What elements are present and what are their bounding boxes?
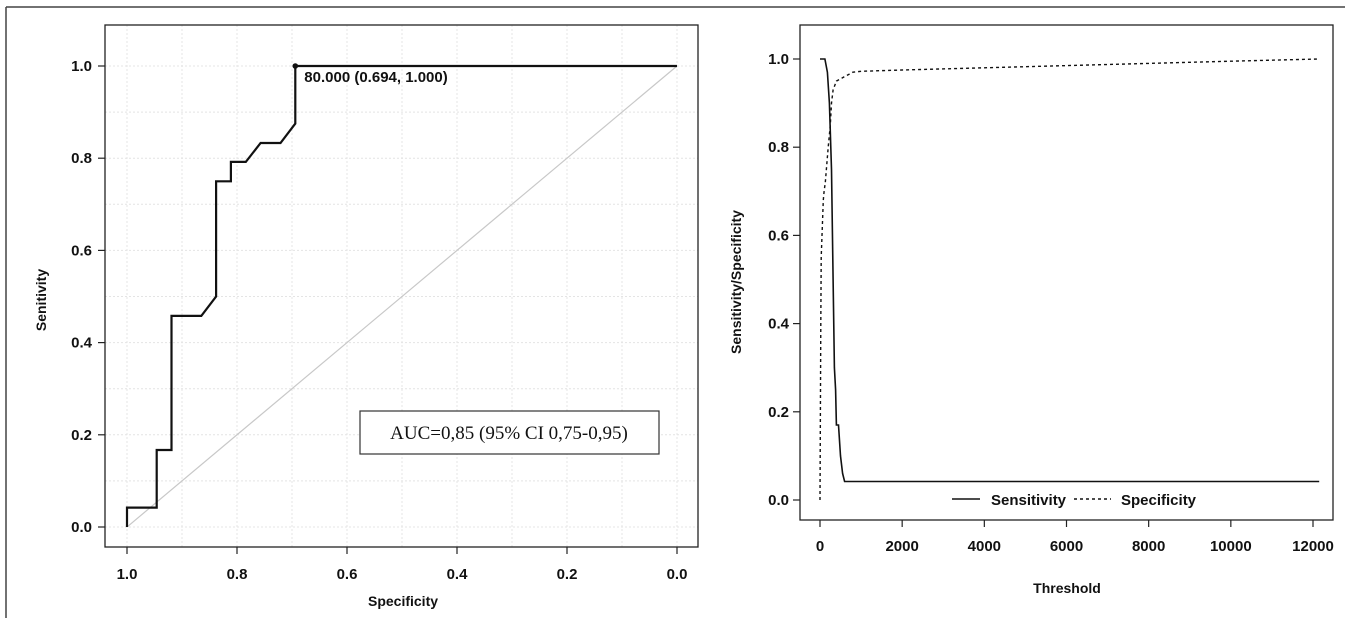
roc-y-tick-label: 0.8: [71, 150, 92, 167]
threshold-legend: Sensitivity Specificity: [952, 492, 1197, 509]
roc-grid: [105, 25, 698, 547]
threshold-x-tick-label: 8000: [1132, 538, 1165, 555]
threshold-y-tick-label: 1.0: [768, 51, 789, 68]
threshold-y-axis-label: Sensitivity/Specificity: [728, 210, 744, 354]
threshold-plot-frame: [799, 24, 1334, 521]
threshold-y-tick-label: 0.2: [768, 404, 789, 421]
roc-y-tick-label: 0.6: [71, 242, 92, 259]
threshold-y-tick-label: 0.0: [768, 492, 789, 509]
roc-curve: [125, 64, 677, 527]
specificity-series-line: [819, 58, 1320, 501]
threshold-y-tick-label: 0.8: [768, 139, 789, 156]
threshold-x-tick-label: 6000: [1050, 538, 1083, 555]
roc-y-tick-label: 1.0: [71, 58, 92, 75]
roc-x-tick-label: 0.8: [227, 566, 248, 583]
roc-x-axis-label: Specificity: [368, 593, 438, 609]
roc-x-tick-label: 0.6: [337, 566, 358, 583]
threshold-x-axis-label: Threshold: [1033, 580, 1101, 596]
threshold-y-tick-label: 0.4: [768, 316, 790, 333]
roc-y-axis-label: Senitivity: [33, 269, 49, 331]
roc-x-tick-label: 1.0: [117, 566, 138, 583]
threshold-x-tick-label: 0: [816, 538, 824, 555]
roc-axes: 1.0 0.8 0.6 0.4 0.2 0.0 0.0 0.2 0.4 0.6 0.8 1.0: [71, 58, 687, 583]
roc-x-tick-label: 0.4: [447, 566, 469, 583]
auc-box: [359, 410, 660, 455]
threshold-x-tick-label: 4000: [968, 538, 1001, 555]
roc-x-tick-label: 0.2: [557, 566, 578, 583]
roc-y-tick-label: 0.0: [71, 519, 92, 536]
threshold-chart: 0 2000 4000 6000 8000 10000 12000 0.0 0.2 0.4 0.6 0…: [728, 24, 1334, 596]
roc-reference-line: [126, 65, 678, 528]
roc-y-tick-label: 0.2: [71, 427, 92, 444]
threshold-y-tick-label: 0.6: [768, 227, 789, 244]
roc-best-point-label: 80.000 (0.694, 1.000): [304, 69, 447, 86]
legend-sensitivity-label: Sensitivity: [991, 492, 1067, 509]
threshold-x-tick-label: 12000: [1292, 538, 1334, 555]
threshold-x-tick-label: 10000: [1210, 538, 1252, 555]
roc-best-point: [292, 63, 299, 69]
legend-specificity-label: Specificity: [1121, 492, 1197, 509]
threshold-axes: 0 2000 4000 6000 8000 10000 12000 0.0 0.2 0.4 0.6 0…: [768, 51, 1334, 555]
roc-x-tick-label: 0.0: [667, 566, 688, 583]
roc-y-tick-label: 0.4: [71, 335, 93, 352]
sensitivity-series-line: [820, 58, 1320, 483]
threshold-x-tick-label: 2000: [885, 538, 918, 555]
auc-annotation: AUC=0,85 (95% CI 0,75-0,95): [390, 423, 628, 444]
roc-plot-frame: [104, 24, 699, 548]
roc-chart: 80.000 (0.694, 1.000) AUC=0,85 (95% CI 0…: [33, 24, 699, 609]
